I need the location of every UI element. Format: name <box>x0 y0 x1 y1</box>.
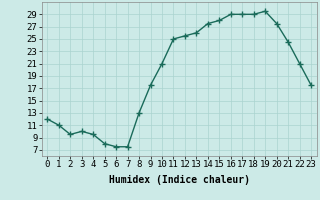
X-axis label: Humidex (Indice chaleur): Humidex (Indice chaleur) <box>109 175 250 185</box>
